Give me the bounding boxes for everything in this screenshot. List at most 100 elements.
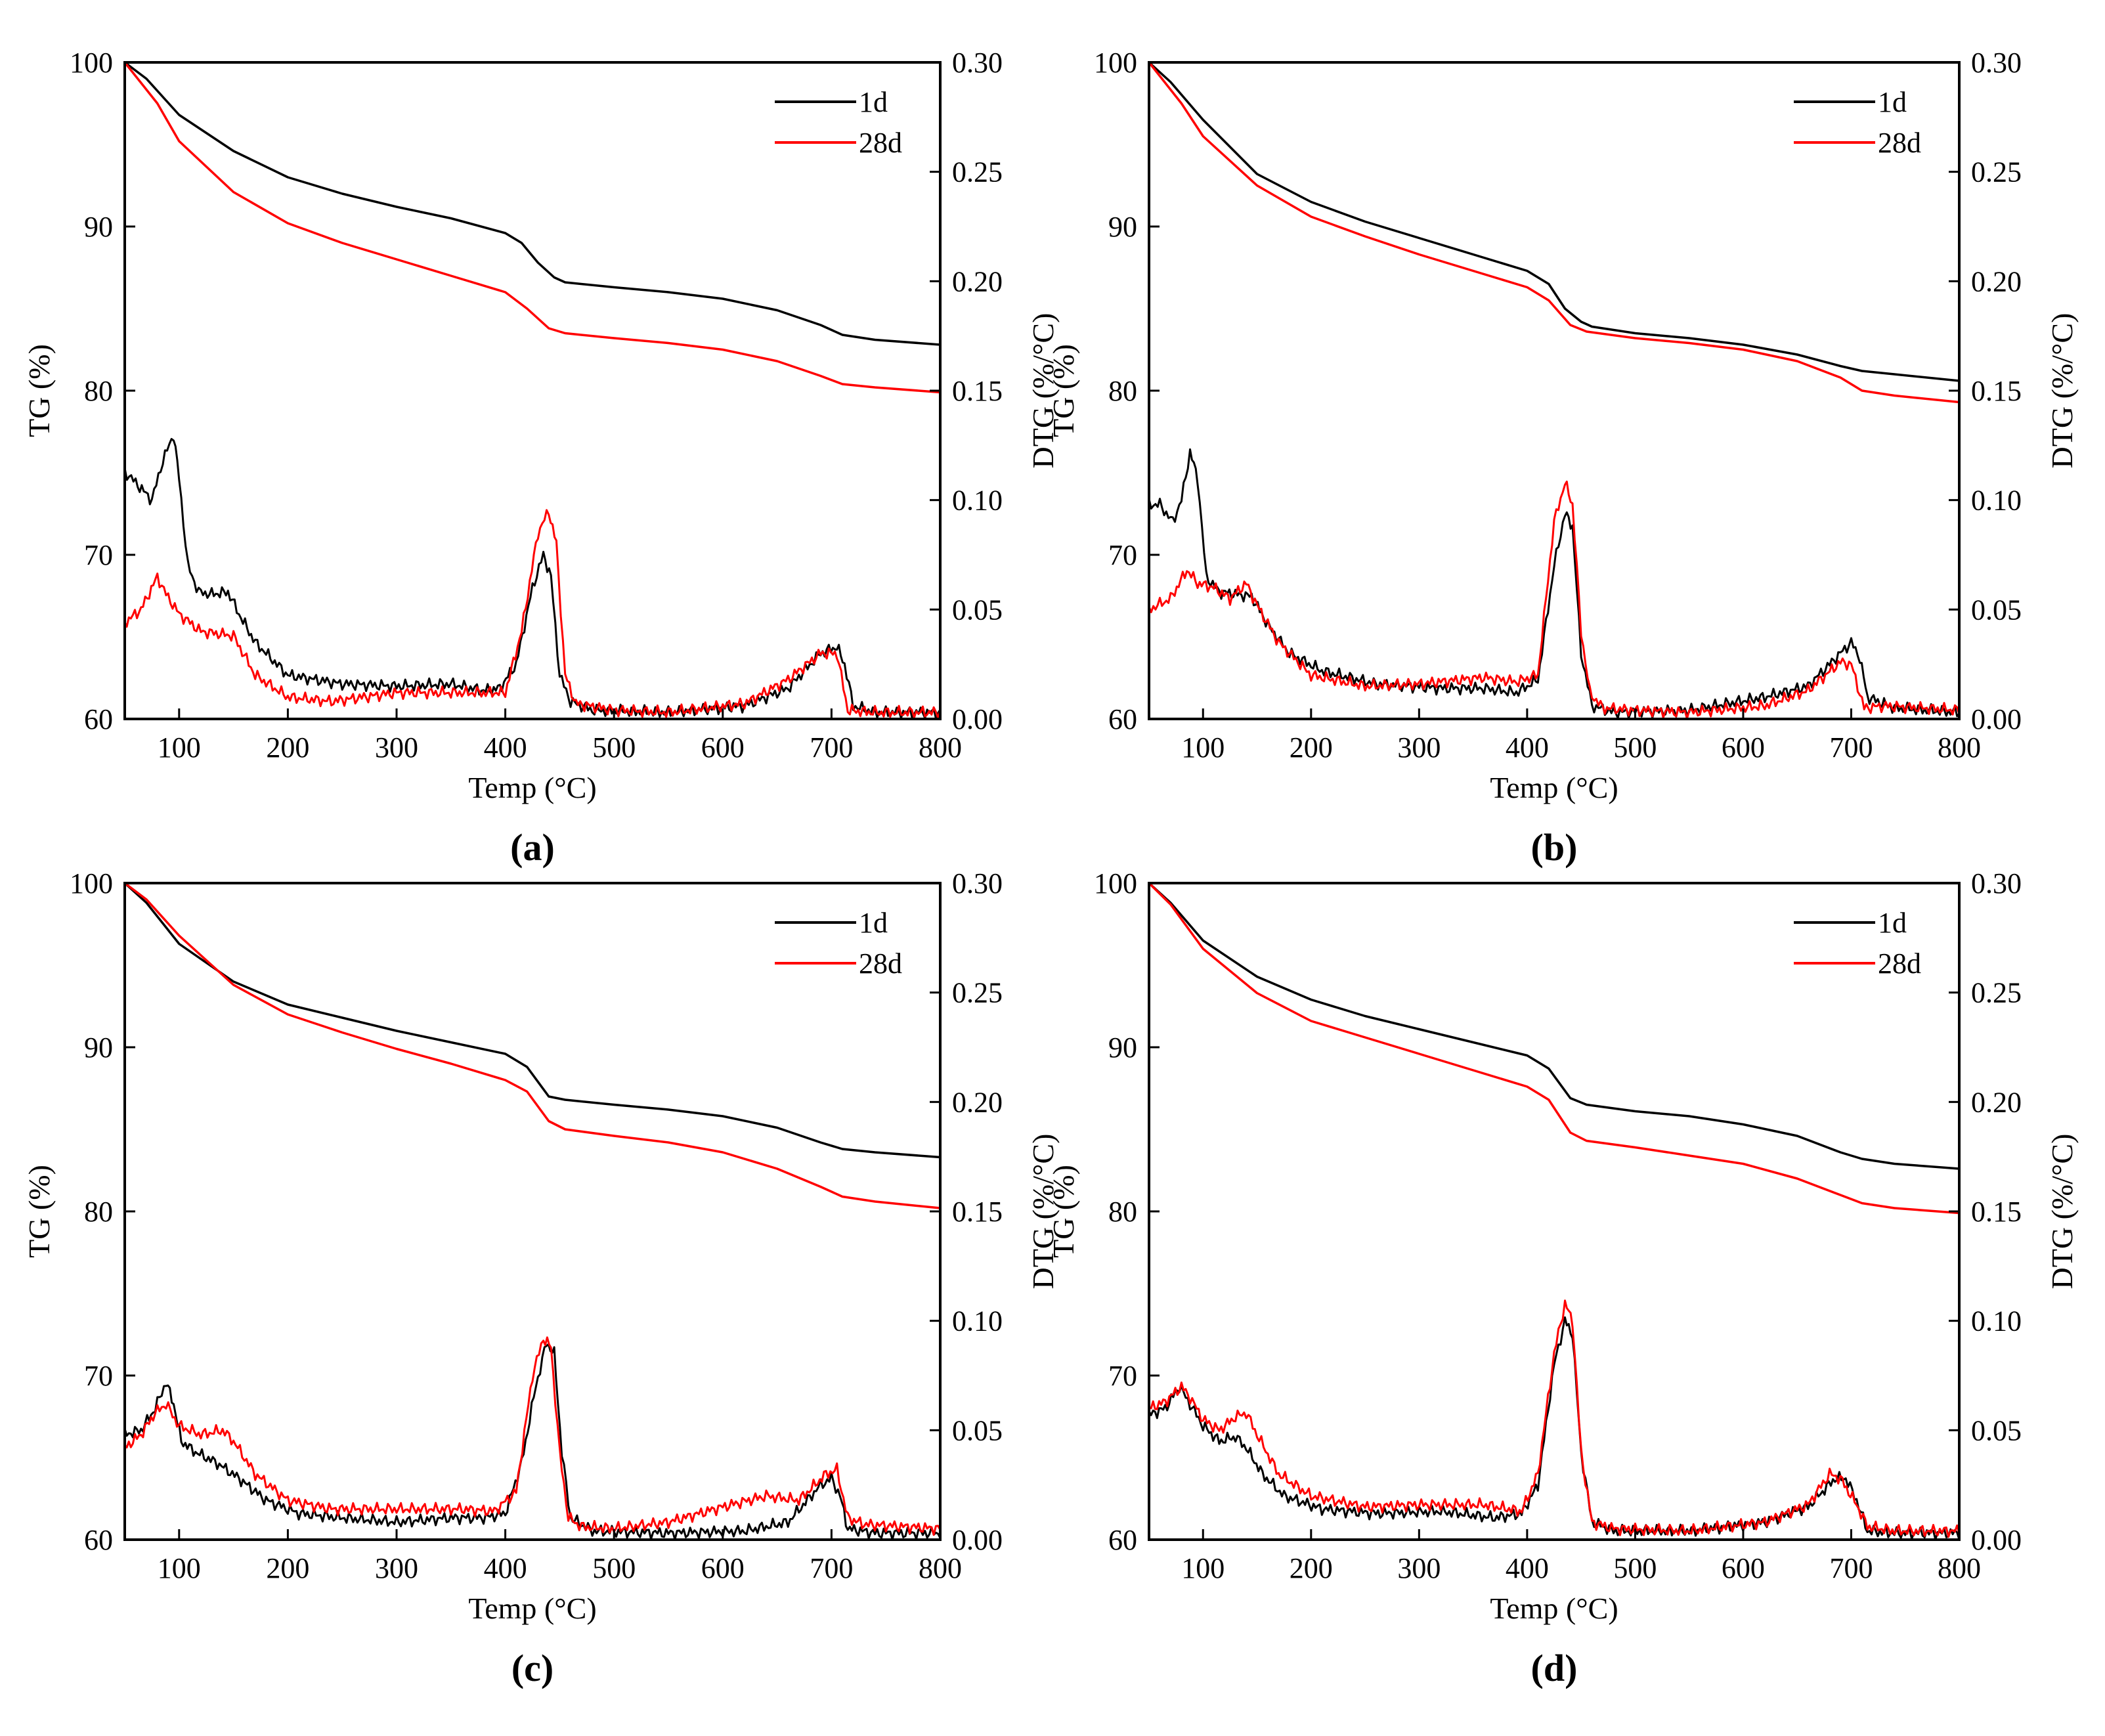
y2-tick-label: 0.30 xyxy=(952,867,1003,900)
x-tick-label: 700 xyxy=(810,731,853,764)
legend-label-28d: 28d xyxy=(859,947,902,980)
y-tick-label: 90 xyxy=(1108,211,1137,243)
legend-label-28d: 28d xyxy=(859,127,902,159)
y-tick-label: 60 xyxy=(1108,1524,1137,1556)
y2-tick-label: 0.20 xyxy=(1971,1086,2022,1118)
y2-tick-label: 0.05 xyxy=(952,594,1003,626)
tg-line-1d xyxy=(1148,61,1960,382)
x-axis-label: Temp (°C) xyxy=(468,771,596,804)
y-axis-label: TG (%) xyxy=(22,344,56,437)
y2-tick-label: 0.25 xyxy=(952,977,1003,1009)
x-tick-label: 600 xyxy=(701,731,745,764)
y2-axis-label: DTG (%/°C) xyxy=(2045,1134,2079,1290)
y-tick-label: 100 xyxy=(70,867,113,900)
dtg-line-28d xyxy=(123,1336,942,1536)
x-axis-label: Temp (°C) xyxy=(1490,771,1618,804)
y-tick-label: 90 xyxy=(84,211,113,243)
x-axis-label: Temp (°C) xyxy=(1490,1592,1618,1625)
x-tick-label: 300 xyxy=(375,731,418,764)
y-tick-label: 90 xyxy=(1108,1031,1137,1064)
x-tick-label: 200 xyxy=(266,1552,309,1584)
tg-line-1d xyxy=(1148,882,1960,1170)
y2-axis-label: DTG (%/°C) xyxy=(1026,313,1060,469)
y2-tick-label: 0.25 xyxy=(1971,156,2022,188)
legend-label-1d: 1d xyxy=(1878,907,1907,939)
x-tick-label: 200 xyxy=(266,731,309,764)
dtg-line-1d xyxy=(123,1343,942,1541)
x-tick-label: 600 xyxy=(1722,731,1765,764)
y-axis-label: TG (%) xyxy=(1047,344,1080,437)
x-tick-label: 200 xyxy=(1290,1552,1333,1584)
y2-tick-label: 0.00 xyxy=(952,1524,1003,1556)
x-tick-label: 300 xyxy=(1397,731,1441,764)
y-tick-label: 100 xyxy=(1094,867,1137,900)
chart-panel: 100 200 300 400 500 600 700 800 60 70 80 90 100 0.00 0… xyxy=(22,47,1060,869)
tg-line-28d xyxy=(1148,61,1960,404)
y2-tick-label: 0.30 xyxy=(1971,867,2022,900)
panel-label: (a) xyxy=(510,826,555,869)
y-tick-label: 60 xyxy=(1108,703,1137,735)
y2-tick-label: 0.05 xyxy=(952,1414,1003,1446)
x-tick-label: 100 xyxy=(158,1552,201,1584)
y-axis-label: TG (%) xyxy=(1047,1165,1080,1258)
y2-tick-label: 0.15 xyxy=(1971,375,2022,407)
legend-label-1d: 1d xyxy=(859,86,888,118)
panel-label: (b) xyxy=(1531,826,1578,869)
x-tick-label: 100 xyxy=(158,731,201,764)
y-tick-label: 70 xyxy=(1108,539,1137,571)
x-tick-label: 500 xyxy=(592,731,636,764)
y2-axis-label: DTG (%/°C) xyxy=(2045,313,2079,469)
x-tick-label: 800 xyxy=(1938,1552,1981,1584)
y2-tick-label: 0.20 xyxy=(952,1086,1003,1118)
plot-frame xyxy=(1148,61,1961,720)
y2-tick-label: 0.05 xyxy=(1971,594,2022,626)
y2-tick-label: 0.25 xyxy=(1971,977,2022,1009)
x-tick-label: 500 xyxy=(592,1552,636,1584)
x-tick-label: 700 xyxy=(810,1552,853,1584)
y2-tick-label: 0.00 xyxy=(1971,703,2022,735)
x-tick-label: 400 xyxy=(484,731,527,764)
x-tick-label: 100 xyxy=(1181,731,1225,764)
y2-tick-label: 0.10 xyxy=(952,485,1003,517)
y2-tick-label: 0.10 xyxy=(1971,1305,2022,1337)
y2-tick-label: 0.00 xyxy=(952,703,1003,735)
y2-tick-label: 0.15 xyxy=(952,1196,1003,1228)
y2-tick-label: 0.20 xyxy=(1971,265,2022,297)
x-tick-label: 600 xyxy=(1722,1552,1765,1584)
chart-panel: 100 200 300 400 500 600 700 800 60 70 80 90 100 0.00 0… xyxy=(22,867,1060,1689)
y2-tick-label: 0.15 xyxy=(952,375,1003,407)
legend-label-1d: 1d xyxy=(859,907,888,939)
x-tick-label: 400 xyxy=(1506,1552,1549,1584)
dtg-line-28d xyxy=(1148,1299,1961,1538)
x-tick-label: 700 xyxy=(1829,731,1873,764)
y-tick-label: 90 xyxy=(84,1031,113,1064)
y2-tick-label: 0.20 xyxy=(952,265,1003,297)
y-tick-label: 80 xyxy=(1108,1196,1137,1228)
y2-tick-label: 0.05 xyxy=(1971,1414,2022,1446)
x-tick-label: 200 xyxy=(1290,731,1333,764)
y-tick-label: 80 xyxy=(84,375,113,407)
x-tick-label: 700 xyxy=(1829,1552,1873,1584)
tg-line-28d xyxy=(123,882,941,1209)
y-tick-label: 60 xyxy=(84,703,113,735)
y2-tick-label: 0.30 xyxy=(952,47,1003,79)
x-tick-label: 600 xyxy=(701,1552,745,1584)
x-tick-label: 500 xyxy=(1613,1552,1657,1584)
y-axis-label: TG (%) xyxy=(22,1165,56,1258)
legend-label-28d: 28d xyxy=(1878,127,1921,159)
legend-label-1d: 1d xyxy=(1878,86,1907,118)
y-tick-label: 100 xyxy=(1094,47,1137,79)
panel-label: (d) xyxy=(1531,1647,1578,1689)
panel-label: (c) xyxy=(511,1647,553,1689)
x-tick-label: 800 xyxy=(919,731,962,764)
y-tick-label: 80 xyxy=(1108,375,1137,407)
legend-label-28d: 28d xyxy=(1878,947,1921,980)
x-axis-label: Temp (°C) xyxy=(468,1592,596,1625)
tg-line-28d xyxy=(1148,882,1960,1215)
dtg-line-28d xyxy=(1148,480,1961,720)
y2-tick-label: 0.30 xyxy=(1971,47,2022,79)
y-tick-label: 80 xyxy=(84,1196,113,1228)
y2-tick-label: 0.00 xyxy=(1971,1524,2022,1556)
y-tick-label: 70 xyxy=(84,539,113,571)
